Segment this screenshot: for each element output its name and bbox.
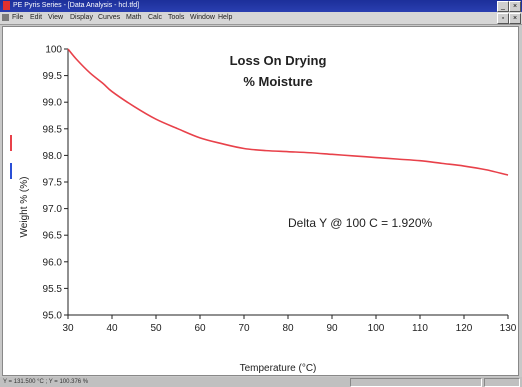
restore-child-button[interactable]: ▫ [497, 13, 509, 24]
menu-tools[interactable]: Tools [168, 14, 185, 21]
y-tick-label: 95.5 [43, 284, 63, 295]
x-tick-label: 80 [282, 323, 294, 334]
chart-subtitle: % Moisture [243, 74, 312, 89]
weight-curve [67, 48, 509, 176]
x-axis-label: Temperature (°C) [240, 363, 317, 374]
y-tick-label: 100 [45, 45, 62, 56]
app-icon [3, 1, 10, 10]
y-axis-label: Weight % (%) [19, 177, 30, 238]
x-tick-label: 50 [150, 323, 162, 334]
window-title: PE Pyris Series - [Data Analysis - hcl.t… [13, 2, 140, 9]
y-tick-label: 95.0 [43, 311, 63, 322]
x-tick-label: 130 [500, 323, 517, 334]
menu-math[interactable]: Math [126, 14, 142, 21]
plot-pane: 30 40 50 60 70 80 90 100 110 120 130 95.0 95.5 96.0 96… [2, 26, 519, 376]
menu-window[interactable]: Window [190, 14, 215, 21]
menu-help[interactable]: Help [218, 14, 233, 21]
y-tick-label: 97.0 [43, 204, 63, 215]
status-panel-right [484, 378, 520, 387]
close-child-button[interactable]: × [509, 13, 521, 24]
x-tick-label: 100 [368, 323, 385, 334]
y-tick-label: 99.0 [43, 98, 63, 109]
x-tick-label: 110 [412, 323, 428, 334]
menu-view[interactable]: View [48, 14, 64, 21]
status-bar: Y = 131.500 °C ; Y = 100.376 % [0, 377, 522, 387]
status-readout: Y = 131.500 °C ; Y = 100.376 % [3, 379, 89, 385]
menu-display[interactable]: Display [70, 14, 93, 21]
x-tick-label: 40 [106, 323, 118, 334]
chart-title: Loss On Drying [230, 53, 327, 68]
title-bar[interactable]: PE Pyris Series - [Data Analysis - hcl.t… [0, 0, 522, 12]
y-tick-label: 96.0 [43, 257, 63, 268]
x-tick-label: 90 [326, 323, 338, 334]
chart[interactable]: 30 40 50 60 70 80 90 100 110 120 130 95.0 95.5 96.0 96… [3, 27, 518, 375]
menu-curves[interactable]: Curves [98, 14, 121, 21]
y-tick-label: 96.5 [43, 231, 63, 242]
close-button[interactable]: × [509, 1, 521, 12]
x-tick-label: 30 [62, 323, 74, 334]
x-tick-label: 120 [456, 323, 473, 334]
y-tick-label: 98.5 [43, 124, 63, 135]
menu-edit[interactable]: Edit [30, 14, 43, 21]
status-panel [350, 378, 482, 387]
menu-file[interactable]: File [12, 14, 24, 21]
y-tick-label: 99.5 [43, 71, 63, 82]
y-tick-label: 97.5 [43, 178, 63, 189]
x-tick-label: 60 [194, 323, 206, 334]
minimize-button[interactable]: _ [497, 1, 509, 12]
document-icon [2, 14, 9, 21]
menu-calc[interactable]: Calc [148, 14, 163, 21]
delta-y-annotation: Delta Y @ 100 C = 1.920% [288, 216, 432, 230]
menu-bar: File Edit View Display Curves Math Calc … [0, 12, 522, 25]
y-tick-label: 98.0 [43, 151, 63, 162]
x-tick-label: 70 [238, 323, 250, 334]
